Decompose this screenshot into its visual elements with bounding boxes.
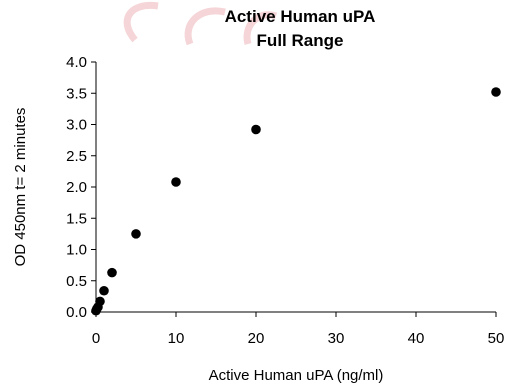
x-tick-label: 30 <box>328 330 345 347</box>
data-point <box>99 285 109 296</box>
data-point <box>251 124 261 135</box>
y-axis-label: OD 450nm t= 2 minutes <box>12 108 29 267</box>
data-point <box>107 267 117 278</box>
watermark-arc-left <box>123 1 159 43</box>
data-point <box>131 229 141 239</box>
y-tick-label: 3.5 <box>66 85 87 102</box>
chart-subtitle: Full Range <box>257 31 344 50</box>
x-tick-label: 40 <box>408 330 425 347</box>
watermark-arc-right <box>243 11 278 45</box>
x-tick-label: 50 <box>488 330 505 347</box>
x-tick-label: 10 <box>168 330 185 347</box>
y-tick-label: 1.0 <box>66 242 87 259</box>
y-tick-label: 3.0 <box>66 117 87 134</box>
y-tick-label: 1.5 <box>66 210 87 227</box>
data-points <box>91 87 501 316</box>
data-point <box>95 296 105 307</box>
x-tick-label: 20 <box>248 330 265 347</box>
y-tick-label: 4.0 <box>66 54 87 71</box>
y-tick-label: 2.5 <box>66 148 87 165</box>
y-tick-label: 0.0 <box>66 304 87 321</box>
y-tick-label: 2.0 <box>66 179 87 196</box>
y-axis-ticks: 0.0 0.5 1.0 1.5 2.0 2.5 3.0 3.5 4.0 <box>66 54 96 321</box>
x-axis-ticks: 0 10 20 30 40 50 <box>92 312 505 347</box>
watermark-arc-mid <box>184 7 226 46</box>
data-point <box>491 87 501 97</box>
x-axis-label: Active Human uPA (ng/ml) <box>209 367 384 384</box>
chart-title: Active Human uPA <box>225 7 376 26</box>
data-point <box>171 177 181 187</box>
x-tick-label: 0 <box>92 330 100 347</box>
y-tick-label: 0.5 <box>66 273 87 290</box>
